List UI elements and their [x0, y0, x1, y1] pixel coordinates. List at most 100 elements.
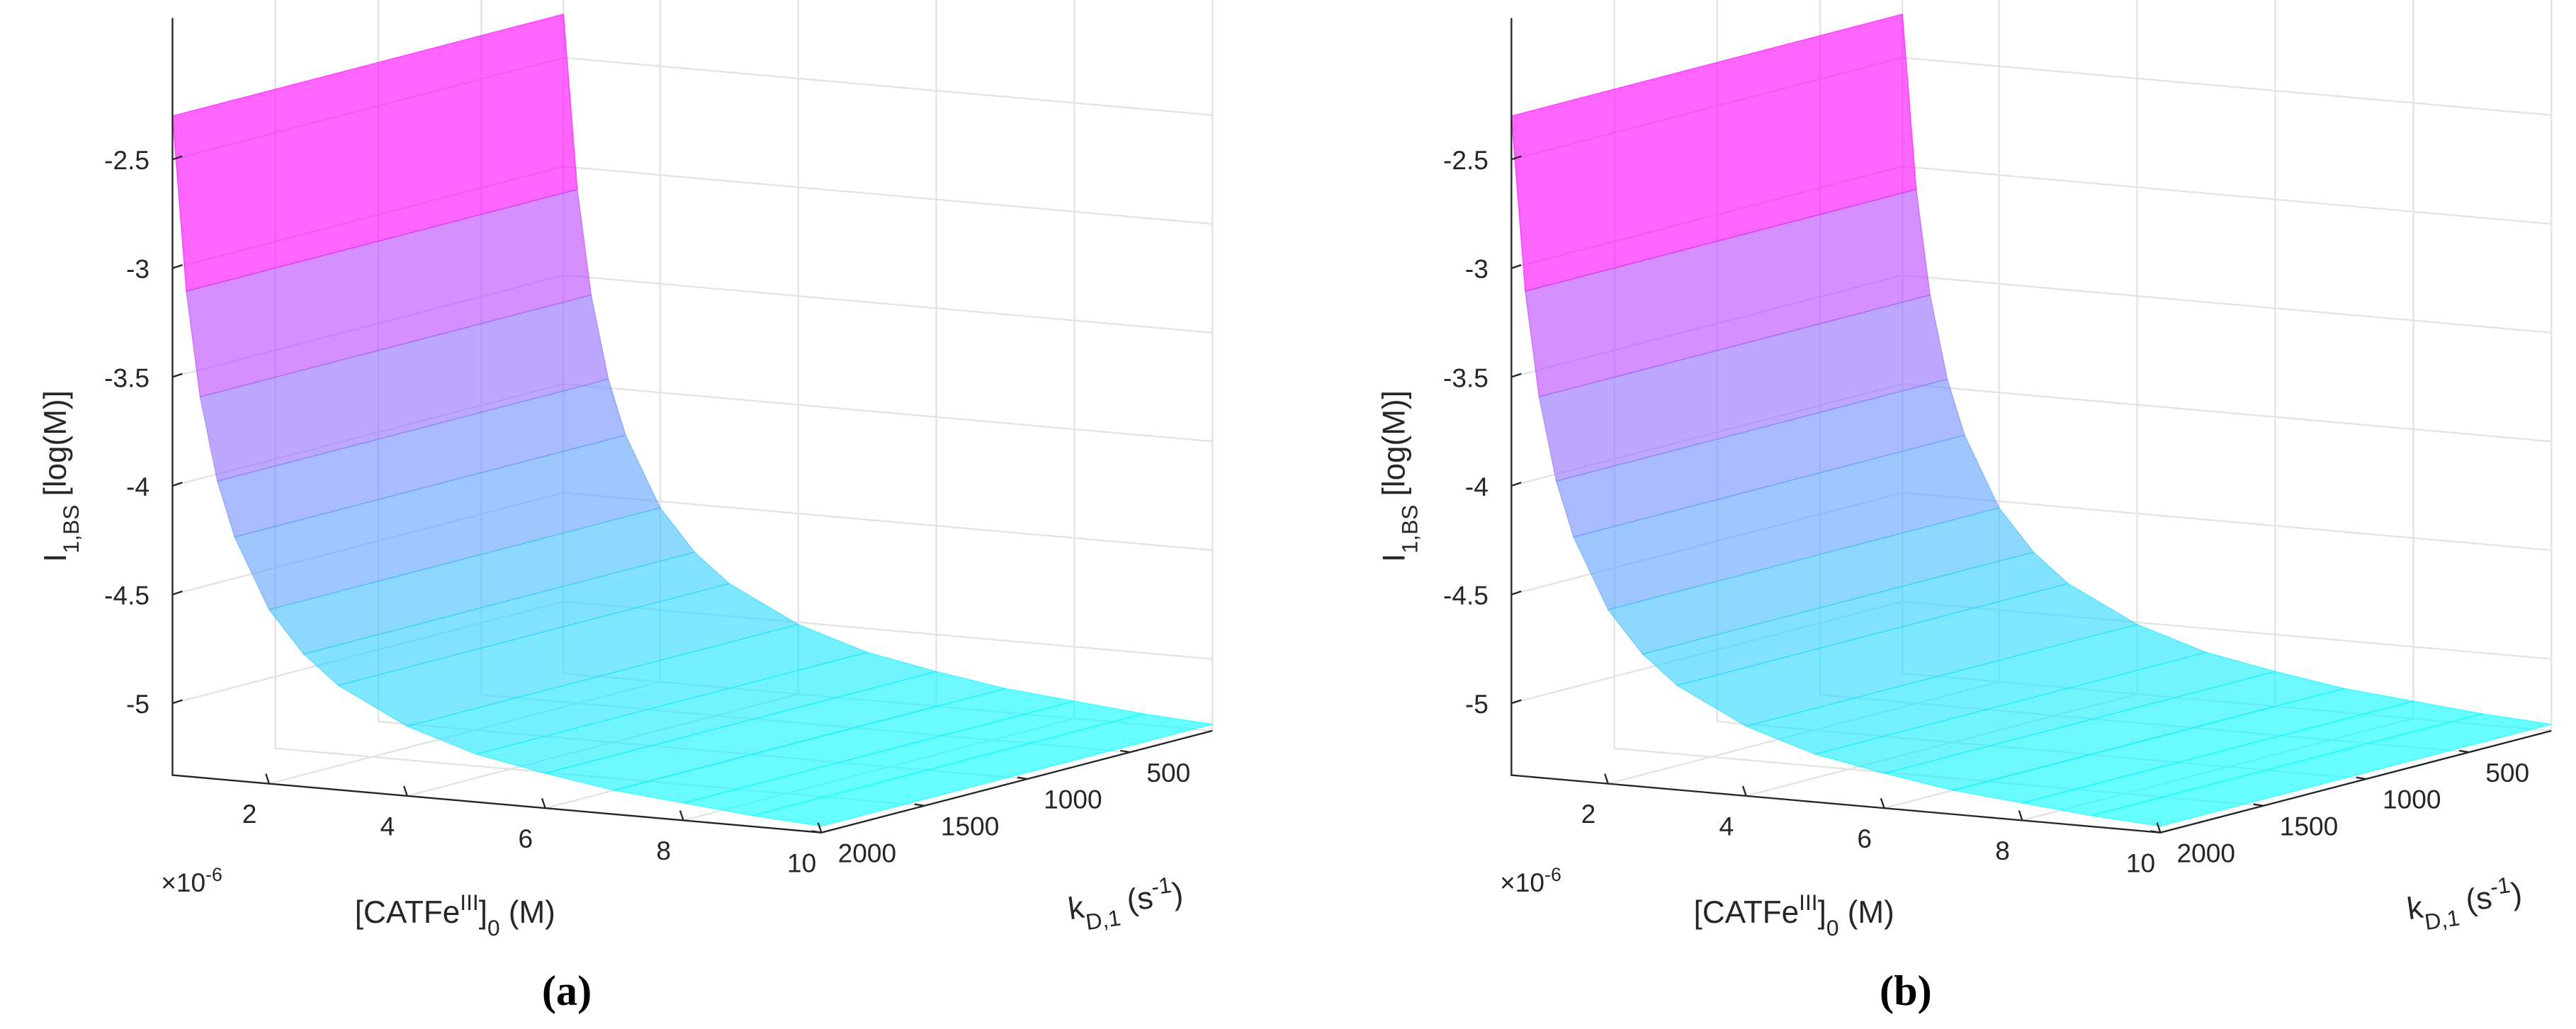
- label-part: D,1: [1084, 904, 1122, 935]
- z-tick-label: -5: [1465, 689, 1488, 719]
- x-tick-label: 8: [656, 836, 671, 865]
- z-axis-label: I1,BS [log(M)]: [38, 390, 84, 562]
- tick-mark: [1017, 776, 1028, 780]
- z-tick-label: -5: [126, 689, 149, 719]
- z-tick-label: -4.5: [104, 580, 149, 610]
- tick-mark: [172, 590, 183, 596]
- tick-mark: [172, 155, 183, 161]
- z-tick-label: -3.5: [104, 363, 149, 392]
- label-part: I: [1377, 553, 1412, 562]
- grid-line: [1902, 274, 2552, 334]
- tick-mark: [2018, 810, 2023, 821]
- axis-line: [171, 18, 1213, 834]
- label-part: k: [1066, 890, 1088, 927]
- tick-mark: [1511, 155, 1522, 161]
- tick-mark: [1511, 699, 1522, 705]
- tick-mark: [2150, 830, 2161, 834]
- panel-label: (b): [1880, 967, 1932, 1015]
- x-axis-label: [CATFeIII]0 (M): [1694, 889, 1894, 940]
- tick-mark: [1511, 590, 1522, 596]
- y-tick-label: 1500: [2280, 812, 2339, 841]
- x-tick-label: 4: [380, 812, 395, 841]
- tick-mark: [2156, 822, 2162, 834]
- x-tick-label: 4: [1719, 812, 1734, 841]
- label-part: ]: [479, 895, 487, 930]
- z-tick-label: -3: [126, 254, 149, 284]
- label-part: ×10: [161, 868, 205, 897]
- label-part: [log(M)]: [1377, 390, 1412, 505]
- label-part: III: [1799, 889, 1817, 915]
- label-part: ]: [1818, 895, 1826, 930]
- panel-label: (a): [542, 967, 592, 1015]
- tick-mark: [817, 822, 823, 834]
- tick-mark: [1880, 797, 1885, 809]
- grid-line: [563, 165, 1213, 225]
- axis-line: [1510, 18, 2552, 834]
- label-part: [CATFe: [355, 895, 460, 930]
- y-axis-label: kD,1 (s-1): [1065, 870, 1187, 937]
- grid-line: [563, 491, 1213, 552]
- label-part: (M): [500, 895, 555, 930]
- tick-mark: [2356, 776, 2366, 780]
- label-part: -6: [205, 864, 222, 885]
- x-tick-label: 2: [242, 799, 257, 829]
- x-tick-label: 10: [2126, 848, 2155, 877]
- label-part: k: [2405, 890, 2426, 927]
- tick-mark: [1511, 373, 1522, 378]
- grid-line: [1902, 57, 2552, 116]
- y-tick-label: 1000: [2383, 785, 2441, 814]
- label-part: III: [460, 889, 478, 915]
- grid-line: [563, 57, 1213, 116]
- tick-mark: [2253, 803, 2264, 807]
- tick-mark: [265, 773, 271, 784]
- z-tick-label: -3.5: [1443, 363, 1488, 392]
- tick-mark: [1604, 773, 1609, 784]
- label-part: [log(M)]: [38, 390, 73, 505]
- z-axis-label: I1,BS [log(M)]: [1377, 390, 1423, 562]
- y-tick-label: 1000: [1044, 785, 1102, 814]
- tick-mark: [541, 797, 546, 809]
- label-part: -1: [1150, 872, 1173, 900]
- tick-mark: [172, 482, 183, 487]
- z-tick-label: -4.5: [1443, 580, 1488, 610]
- tick-mark: [914, 803, 925, 807]
- y-tick-label: 2000: [2177, 838, 2236, 868]
- tick-mark: [172, 373, 183, 378]
- tick-mark: [679, 810, 684, 821]
- x-multiplier: ×10-6: [161, 864, 222, 897]
- grid-line: [1902, 491, 2552, 552]
- tick-mark: [2458, 749, 2470, 754]
- z-tick-label: -4: [126, 472, 149, 501]
- y-tick-label: 500: [1146, 758, 1190, 788]
- surface-patch: [2091, 713, 2552, 827]
- label-part: (s: [2455, 880, 2494, 919]
- y-tick-label: 500: [2485, 758, 2529, 788]
- label-part: [CATFe: [1694, 895, 1799, 930]
- grid-line: [563, 383, 1213, 443]
- label-part: -6: [1544, 864, 1561, 885]
- label-part: -1: [2488, 872, 2512, 900]
- label-part: 0: [487, 915, 500, 940]
- label-part: 1,BS: [1397, 505, 1423, 554]
- tick-mark: [403, 785, 408, 797]
- label-part: ): [2509, 876, 2524, 912]
- grid-line: [563, 274, 1213, 334]
- tick-mark: [172, 699, 183, 705]
- y-tick-label: 2000: [838, 838, 897, 868]
- z-tick-label: -2.5: [1443, 145, 1488, 175]
- tick-mark: [811, 830, 822, 834]
- label-part: (M): [1838, 895, 1894, 930]
- y-axis-label: kD,1 (s-1): [2404, 870, 2526, 937]
- y-tick-label: 1500: [941, 812, 1000, 841]
- x-tick-label: 8: [1995, 836, 2010, 865]
- label-part: I: [38, 553, 73, 562]
- tick-mark: [1511, 482, 1522, 487]
- tick-mark: [1741, 785, 1747, 797]
- surface-patch: [752, 713, 1213, 827]
- x-tick-label: 2: [1581, 799, 1596, 829]
- tick-mark: [172, 264, 183, 269]
- grid-line: [1902, 383, 2552, 443]
- label-part: 0: [1826, 915, 1839, 940]
